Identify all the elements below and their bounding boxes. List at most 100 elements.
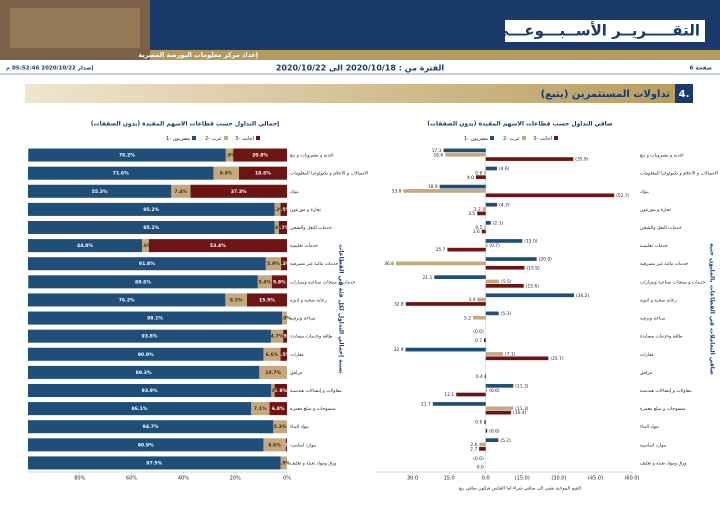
bar [475,175,486,180]
value-label: 18.6% [255,171,271,177]
legend-label: 1- مصريون [166,136,190,142]
legend-swatch [256,136,260,140]
x-tick-label: 20% [230,476,241,482]
category-label: ورق ومواد تعبئة و تغليف [640,460,686,466]
category-label: خدمات النقل والشحن [640,226,682,231]
value-label: (5.5) [501,279,512,285]
bar-segment [280,456,287,470]
bar [485,193,615,198]
category-label: بنوك [640,190,649,195]
value-label: 90.9% [138,352,154,358]
bar-segment [190,184,287,198]
chart-note: القيم الموجبة تشير الى صافي شراء اما الع… [459,486,581,492]
bar-segment [28,438,264,452]
value-label: 1.3% [267,388,280,394]
value-label: 98.1% [147,316,163,322]
category-label: منسوجات و سلع معمرة [290,407,336,412]
bar-segment [238,166,287,180]
bar-segment [263,347,281,361]
category-label: سياحة وترفيه [290,317,316,322]
value-label: 44.0% [77,243,93,249]
value-label: (11.3) [515,406,528,412]
value-label: 1.2 [474,207,481,213]
section-number: 4. [679,89,690,100]
page-number: صفحة 6 [690,66,712,72]
report-title: التقـــــريــر الأســبـــوعـــي [494,22,700,40]
category-label: تجارة و موزعون [290,208,322,213]
value-label: (0.6) [489,428,500,434]
category-label: خدمات النقل والشحن [290,226,332,231]
value-label: 91.8% [139,261,155,267]
bar [485,220,491,225]
value-label: 6.8% [272,406,285,412]
category-label: ورق ومواد تعبئة و تغليف [290,460,336,466]
category-label: مقاولات و إنشاءات هندسية [290,389,342,394]
legend-label: 2- عرب [503,136,520,142]
bar-segment [285,438,287,452]
category-label: خدمات تعليمية [640,244,668,249]
legend-label: 3- اجانب [533,136,552,142]
category-label: خدمات مالية غير مصرفية [290,262,338,267]
y-axis-label: نسبة إجمالي التداول لكل فئة في القطاعات [338,244,345,373]
value-label: 3.5 [468,211,475,217]
bar-segment [28,402,251,416]
bar-segment [141,239,149,253]
value-label: 5.3% [274,424,287,430]
bar [405,347,486,352]
value-label: 71.6% [113,171,129,177]
bar [484,338,486,343]
value-label: 9.8% [220,171,233,177]
value-label: 4.7% [271,334,284,340]
value-label: (5.2) [500,438,511,444]
value-label: 1.6% [270,225,283,231]
category-label: رعاية صحية و ادوية [290,298,327,303]
bar-segment [270,329,284,343]
value-label: 5.9% [267,261,280,267]
value-label: 94.7% [143,424,159,430]
value-label: 0.5 [476,225,483,231]
bar [405,302,486,306]
legend-swatch [192,136,196,140]
value-label: (25.7) [550,356,563,362]
category-label: منسوجات و سلع معمرة [640,407,686,412]
value-label: (10.4) [513,410,526,416]
value-label: 4.0 [467,175,474,181]
value-label: (0.7) [489,243,500,249]
bar [485,406,514,411]
value-label: 55.3% [92,189,108,195]
bar [432,402,486,406]
section-title: تداولات المستثمرين (يتبع) [541,89,671,100]
value-label: 5.2 [464,315,471,321]
category-label: عقارات [290,353,305,358]
value-label: (4.6) [499,166,510,172]
category-label: رعاية صحية و ادوية [640,298,677,303]
value-label: 93.8% [142,334,158,340]
bar-segment [213,166,239,180]
bar [485,279,500,284]
value-label: 0.7 [475,338,482,344]
bar-segment [148,239,287,253]
bar [482,207,486,211]
value-label: 15.5% [259,297,275,303]
bar-segment [225,293,247,307]
value-label: 97.5% [146,460,162,466]
bar [479,442,486,447]
value-label: 6.6% [266,352,279,358]
category-label: اغذية و مشروبات و تبغ [640,154,684,159]
value-label: 21.1 [422,275,432,281]
bar-segment [171,184,191,198]
bar-segment [28,166,214,180]
bar [485,284,524,288]
bar [485,257,537,261]
value-label: 32.8 [394,302,404,308]
value-label: 2.9% [223,153,236,159]
value-label: 3.2% [276,225,289,231]
category-label: الاتصالات و الاعلام و تكنولوجيا المعلوما… [290,171,368,177]
value-label: 1.5% [279,334,292,340]
value-label: 8.3% [230,297,243,303]
bar [403,189,486,193]
value-label: 16.6 [433,152,443,158]
value-label: 21.7 [421,402,431,408]
value-label: 2.5% [277,460,290,466]
value-label: 88.6% [135,279,151,285]
